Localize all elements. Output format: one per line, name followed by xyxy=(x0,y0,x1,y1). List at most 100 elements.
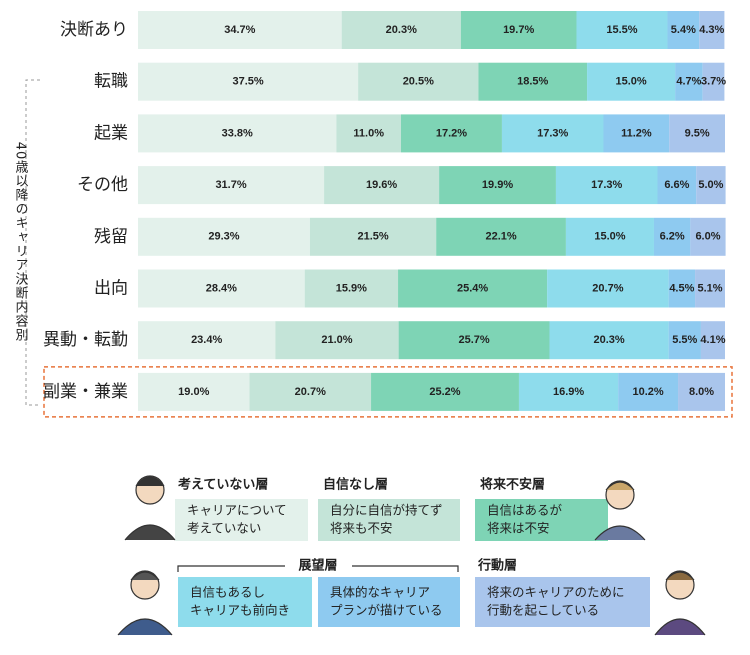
value-label: 9.5% xyxy=(685,127,710,139)
value-label: 17.2% xyxy=(436,127,467,139)
category-label: 起業 xyxy=(94,123,128,143)
category-label: その他 xyxy=(77,175,128,195)
legend-swatch xyxy=(475,577,650,627)
group-bracket xyxy=(177,565,459,572)
bar-segment xyxy=(249,372,372,411)
bar-segment xyxy=(460,11,577,49)
bar-segment xyxy=(138,321,276,360)
bar-segment xyxy=(699,11,725,49)
value-label: 15.9% xyxy=(336,282,367,294)
axis-label: 40歳以降のキャリア決断内容別 xyxy=(13,142,29,343)
bar-segment xyxy=(518,372,619,411)
bar-segment xyxy=(675,62,703,101)
bar-segment xyxy=(436,217,566,256)
value-label: 6.0% xyxy=(695,231,720,243)
bar-segment xyxy=(304,269,399,308)
bar-segment xyxy=(275,321,399,360)
value-label: 8.0% xyxy=(689,386,714,398)
bar-segment xyxy=(138,11,342,49)
legend-title: 行動層 xyxy=(477,558,517,574)
bar-segment xyxy=(653,217,691,256)
bar-segment xyxy=(603,114,670,153)
value-label: 33.8% xyxy=(222,127,253,139)
bar-segment xyxy=(138,372,250,411)
value-label: 19.9% xyxy=(482,179,513,191)
bar-segment xyxy=(690,217,726,256)
value-label: 34.7% xyxy=(224,24,255,36)
bar-segment xyxy=(696,166,726,205)
bar-segment xyxy=(547,269,669,308)
value-label: 20.3% xyxy=(386,24,417,36)
value-label: 3.7% xyxy=(701,76,726,88)
legend-description: 将来のキャリアのために xyxy=(487,585,625,600)
value-label: 4.3% xyxy=(699,24,724,36)
value-label: 5.4% xyxy=(671,24,696,36)
value-label: 31.7% xyxy=(215,179,246,191)
legend-title: 将来不安層 xyxy=(480,477,545,493)
value-label: 16.9% xyxy=(553,386,584,398)
bar-segment xyxy=(618,372,679,411)
bar-segment xyxy=(341,11,461,49)
value-label: 22.1% xyxy=(485,231,516,243)
legend-title: 考えていない層 xyxy=(178,477,268,493)
value-label: 15.0% xyxy=(594,231,625,243)
bar-segment xyxy=(400,114,502,153)
value-label: 11.0% xyxy=(353,127,384,139)
bar-segment xyxy=(668,321,701,360)
value-label: 20.7% xyxy=(295,386,326,398)
legend-description: キャリアについて xyxy=(187,503,287,518)
legend-description: 具体的なキャリア xyxy=(330,585,430,600)
bar-segment xyxy=(336,114,401,153)
bar-segment xyxy=(555,166,658,205)
legend-description: 自信はあるが xyxy=(487,503,563,518)
value-label: 17.3% xyxy=(591,179,622,191)
value-label: 21.0% xyxy=(321,334,352,346)
bar-segment xyxy=(138,114,337,153)
legend-description: 将来は不安 xyxy=(487,521,550,536)
axis-bracket xyxy=(25,79,40,406)
legend-description: 自信もあるし xyxy=(190,585,265,600)
bar-segment xyxy=(501,114,604,153)
bar-segment xyxy=(657,166,697,205)
bar-segment xyxy=(667,11,700,49)
bar-segment xyxy=(398,269,548,308)
value-label: 25.4% xyxy=(457,282,488,294)
legend-description: 自分に自信が持てず xyxy=(330,503,443,518)
value-label: 29.3% xyxy=(208,231,239,243)
category-label: 出向 xyxy=(94,279,128,299)
bar-segment xyxy=(668,269,696,308)
value-label: 25.2% xyxy=(429,386,460,398)
value-label: 11.2% xyxy=(621,127,652,139)
bar-segment xyxy=(700,321,725,360)
illustration xyxy=(117,475,706,636)
category-label: 残留 xyxy=(94,227,128,247)
value-label: 19.7% xyxy=(503,24,534,36)
value-label: 17.3% xyxy=(537,127,568,139)
bar-segment xyxy=(702,62,725,101)
value-label: 25.7% xyxy=(458,334,489,346)
bar-segment xyxy=(439,166,556,205)
value-label: 4.1% xyxy=(700,334,725,346)
value-label: 28.4% xyxy=(206,282,237,294)
bar-segment xyxy=(398,321,550,360)
bar-segment xyxy=(138,269,305,308)
value-label: 37.5% xyxy=(232,76,263,88)
value-label: 18.5% xyxy=(517,76,548,88)
value-label: 6.2% xyxy=(660,231,685,243)
bar-segment xyxy=(358,62,479,101)
legend-description: 将来も不安 xyxy=(330,521,393,536)
value-label: 21.5% xyxy=(357,231,388,243)
bar-segment xyxy=(576,11,668,49)
value-label: 5.0% xyxy=(698,179,723,191)
legend-group-title: 展望層 xyxy=(298,558,337,574)
legend-swatch xyxy=(178,577,312,627)
bar-segment xyxy=(309,217,437,256)
value-label: 4.5% xyxy=(669,282,694,294)
value-label: 15.5% xyxy=(606,24,637,36)
category-label: 決断あり xyxy=(60,20,128,40)
value-label: 19.0% xyxy=(178,386,209,398)
value-label: 4.7% xyxy=(676,76,701,88)
bar-segment xyxy=(138,217,310,256)
value-label: 19.6% xyxy=(366,179,397,191)
bar-segment xyxy=(565,217,654,256)
